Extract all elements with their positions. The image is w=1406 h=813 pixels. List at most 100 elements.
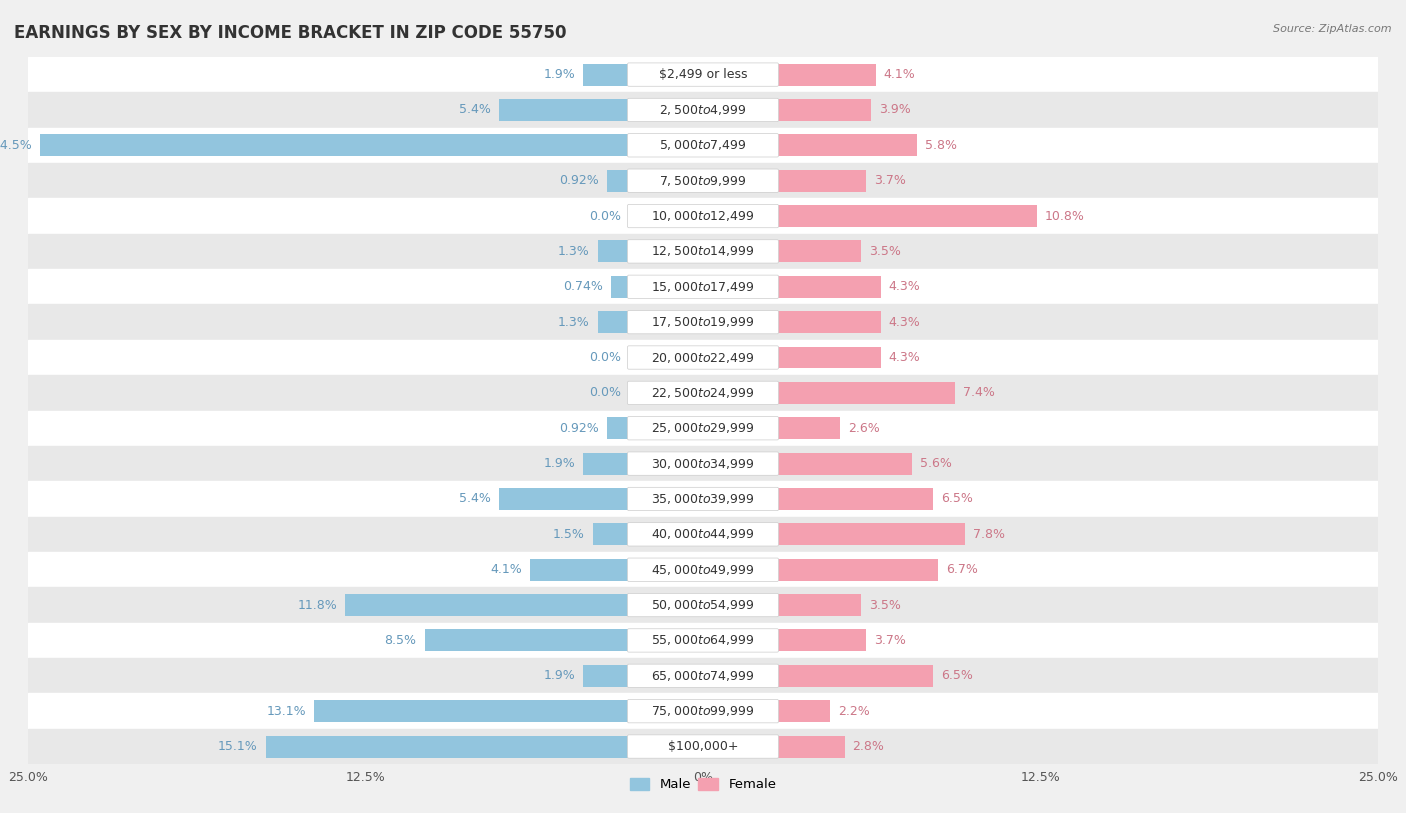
Bar [583,453,628,475]
FancyBboxPatch shape [627,487,779,511]
Bar [28,375,1378,411]
Bar [778,205,1036,227]
Bar [778,346,880,368]
Text: 7.4%: 7.4% [963,386,995,399]
Bar [28,92,1378,128]
Bar [28,163,1378,198]
Text: 5.4%: 5.4% [458,493,491,506]
Bar [28,552,1378,587]
Bar [28,411,1378,446]
Bar [499,99,628,121]
FancyBboxPatch shape [627,169,779,193]
Bar [778,736,845,758]
Text: $20,000 to $22,499: $20,000 to $22,499 [651,350,755,364]
Text: 0.74%: 0.74% [562,280,603,293]
Bar [41,134,628,156]
Bar [28,481,1378,517]
Legend: Male, Female: Male, Female [624,772,782,797]
Bar [778,276,880,298]
Text: 0.0%: 0.0% [589,210,620,223]
Text: 6.7%: 6.7% [946,563,979,576]
Text: 10.8%: 10.8% [1045,210,1084,223]
Bar [499,488,628,510]
Bar [28,587,1378,623]
Bar [778,665,934,687]
Bar [778,417,839,439]
Text: 24.5%: 24.5% [0,139,32,152]
Text: 0.92%: 0.92% [558,174,599,187]
Text: $2,500 to $4,999: $2,500 to $4,999 [659,103,747,117]
Text: 4.3%: 4.3% [889,280,921,293]
Text: $17,500 to $19,999: $17,500 to $19,999 [651,315,755,329]
Text: 3.5%: 3.5% [869,245,901,258]
Bar [530,559,628,580]
Text: $30,000 to $34,999: $30,000 to $34,999 [651,457,755,471]
Text: 3.5%: 3.5% [869,598,901,611]
Text: 1.3%: 1.3% [558,245,589,258]
Bar [28,198,1378,233]
Text: 4.3%: 4.3% [889,315,921,328]
Text: 6.5%: 6.5% [942,493,973,506]
Text: $25,000 to $29,999: $25,000 to $29,999 [651,421,755,435]
Bar [266,736,628,758]
Text: EARNINGS BY SEX BY INCOME BRACKET IN ZIP CODE 55750: EARNINGS BY SEX BY INCOME BRACKET IN ZIP… [14,24,567,42]
Text: 1.9%: 1.9% [543,68,575,81]
Text: 3.9%: 3.9% [879,103,911,116]
Text: 2.6%: 2.6% [848,422,880,435]
FancyBboxPatch shape [627,98,779,122]
Text: 6.5%: 6.5% [942,669,973,682]
Text: 15.1%: 15.1% [218,740,257,753]
Text: $22,500 to $24,999: $22,500 to $24,999 [651,386,755,400]
Bar [778,311,880,333]
Bar [28,233,1378,269]
Bar [612,276,628,298]
Bar [28,128,1378,163]
Bar [778,700,830,722]
FancyBboxPatch shape [627,240,779,263]
Text: 7.8%: 7.8% [973,528,1005,541]
Text: 4.3%: 4.3% [889,351,921,364]
Text: 5.8%: 5.8% [925,139,956,152]
Bar [598,311,628,333]
Text: $15,000 to $17,499: $15,000 to $17,499 [651,280,755,293]
Bar [778,382,955,404]
Text: 1.5%: 1.5% [553,528,585,541]
Bar [346,594,628,616]
Text: 5.6%: 5.6% [920,457,952,470]
Text: 1.3%: 1.3% [558,315,589,328]
Text: $100,000+: $100,000+ [668,740,738,753]
Text: 3.7%: 3.7% [875,634,905,647]
FancyBboxPatch shape [627,416,779,440]
Bar [598,241,628,263]
Text: $7,500 to $9,999: $7,500 to $9,999 [659,174,747,188]
Text: 8.5%: 8.5% [384,634,416,647]
Bar [28,623,1378,658]
Bar [28,517,1378,552]
Bar [28,340,1378,375]
FancyBboxPatch shape [627,664,779,688]
Bar [28,304,1378,340]
Text: $5,000 to $7,499: $5,000 to $7,499 [659,138,747,152]
Text: $65,000 to $74,999: $65,000 to $74,999 [651,669,755,683]
Bar [778,453,911,475]
Bar [28,446,1378,481]
Text: 0.0%: 0.0% [589,351,620,364]
FancyBboxPatch shape [627,381,779,405]
FancyBboxPatch shape [627,275,779,298]
Text: $12,500 to $14,999: $12,500 to $14,999 [651,245,755,259]
Bar [28,269,1378,304]
Text: 2.2%: 2.2% [838,705,870,718]
FancyBboxPatch shape [627,452,779,476]
Bar [778,134,917,156]
Text: 13.1%: 13.1% [266,705,307,718]
Bar [778,629,866,651]
Bar [778,241,862,263]
Text: $10,000 to $12,499: $10,000 to $12,499 [651,209,755,223]
Bar [778,488,934,510]
Bar [778,594,862,616]
Text: Source: ZipAtlas.com: Source: ZipAtlas.com [1274,24,1392,34]
Bar [425,629,628,651]
Bar [778,170,866,192]
Bar [778,524,965,546]
Text: $2,499 or less: $2,499 or less [659,68,747,81]
